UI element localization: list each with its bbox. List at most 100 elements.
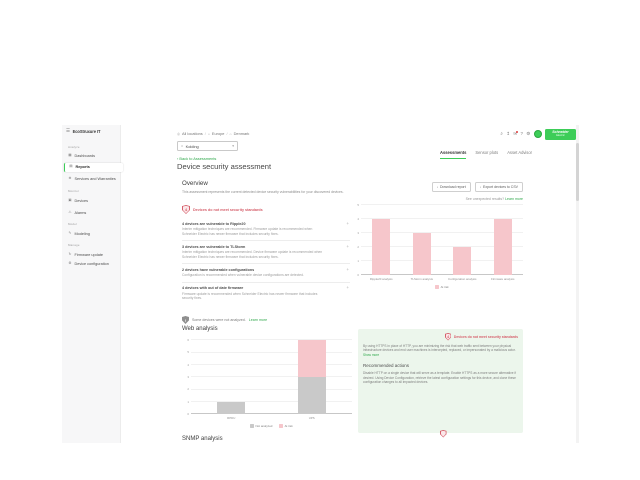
breadcrumb-separator: /	[204, 131, 206, 136]
sidebar: ☰ EcoStruxure IT Analyze ▦ Dashboards ▤ …	[62, 125, 123, 443]
bar-ups	[297, 340, 326, 414]
bar-ripple20-analysis	[372, 205, 391, 275]
sidebar-item-services-and-warranties[interactable]: ⊕ Services and Warranties	[68, 175, 116, 184]
notifications-bell-icon[interactable]: ✉	[513, 130, 519, 136]
bar-segment	[453, 247, 472, 275]
y-tick-label: 5	[357, 203, 359, 207]
tab-sensor-plots[interactable]: Sensor plots	[475, 150, 499, 155]
locations-scope-icon: ◎	[177, 131, 180, 136]
expand-icon[interactable]: +	[346, 266, 349, 272]
hamburger-menu-icon[interactable]: ☰	[66, 128, 71, 134]
back-link-label: Back to Assessments	[179, 156, 217, 161]
overview-heading: Overview	[182, 180, 208, 187]
breadcrumb-denmark[interactable]: Denmark	[233, 131, 250, 136]
gridline	[191, 376, 352, 377]
share-icon[interactable]: ↥	[506, 130, 510, 136]
category-label: RPDU	[227, 416, 236, 420]
download-icon: ↓	[436, 185, 439, 189]
finding-title: 4 devices are vulnerable to Ripple20	[182, 221, 246, 226]
category-label: Firmware analysis	[491, 277, 515, 281]
settings-gear-icon[interactable]: ⚙	[526, 130, 531, 136]
help-icon[interactable]: ?	[520, 130, 523, 136]
chart-plot-area: 0 1 2 3 4 5	[357, 203, 524, 277]
bar-slots	[191, 340, 352, 414]
finding-tlstorm: 3 devices are vulnerable to TLStorm Inte…	[182, 240, 350, 263]
vertical-scrollbar[interactable]	[576, 125, 580, 443]
y-tick-label: 4	[357, 217, 359, 221]
reports-icon: ▤	[69, 164, 73, 169]
sidebar-item-modeling[interactable]: ✎ Modeling	[68, 229, 116, 238]
bar-tlstorm-analysis	[412, 205, 431, 275]
legend-item: Not analyzed	[250, 424, 272, 428]
scrollbar-thumb[interactable]	[576, 143, 579, 201]
finding-title: 3 devices are vulnerable to TLStorm	[182, 244, 246, 249]
gridline	[191, 364, 352, 365]
category-label: Ripple20 analysis	[369, 277, 393, 281]
tab-bar: Assessments Sensor plots Asset Advisor	[440, 150, 532, 159]
finding-description: Interim mitigation techniques are recomm…	[182, 250, 323, 259]
bell-glyph: ✉	[513, 130, 518, 136]
y-tick-label: 3	[187, 375, 189, 379]
learn-more-link[interactable]: Learn more	[505, 197, 523, 201]
user-avatar[interactable]	[533, 130, 542, 139]
tab-assessments[interactable]: Assessments	[440, 150, 467, 159]
gridline	[361, 274, 523, 275]
expand-icon[interactable]: +	[346, 285, 349, 291]
export-devices-csv-button[interactable]: ↓ Export devices to CSV	[474, 182, 523, 192]
breadcrumb-separator: /	[226, 131, 228, 136]
sidebar-group-model: Model	[68, 222, 77, 226]
web-analysis-heading: Web analysis	[182, 326, 218, 332]
page-title: Device security assessment	[177, 162, 272, 171]
dashboards-icon: ▦	[68, 152, 72, 157]
sidebar-item-label: Device configuration	[74, 261, 109, 266]
y-tick-label: 2	[187, 387, 189, 392]
snmp-analysis-heading: SNMP analysis	[182, 436, 223, 442]
security-status-badge: 4 Devices do not meet security standards	[182, 205, 263, 214]
legend-label: At risk	[284, 424, 293, 428]
expand-icon[interactable]: +	[346, 220, 349, 226]
web-analysis-body: By using HTTPS in place of HTTP, you are…	[363, 344, 518, 358]
chart-legend: Not analyzed At risk	[191, 424, 352, 428]
bar-rpdu	[217, 340, 246, 414]
sidebar-item-dashboards[interactable]: ▦ Dashboards	[68, 151, 116, 160]
modeling-icon: ✎	[68, 230, 72, 235]
alarms-icon: ⚠	[68, 209, 72, 214]
back-to-assessments-link[interactable]: ‹ Back to Assessments	[177, 156, 216, 161]
bar-segment	[217, 401, 246, 414]
gridline	[361, 260, 523, 261]
sidebar-item-firmware-update[interactable]: ↻ Firmware update	[68, 250, 116, 259]
logo-text-line2: Electric	[556, 133, 565, 137]
services-icon: ⊕	[68, 176, 72, 181]
devices-icon: ▣	[68, 197, 72, 202]
download-report-button[interactable]: ↓ Download report	[431, 182, 471, 192]
location-filter-dropdown[interactable]: ⌂ Kolding ▾	[177, 141, 238, 151]
gridline	[191, 339, 352, 340]
bar-slot	[483, 205, 524, 275]
tab-asset-advisor[interactable]: Asset Advisor	[507, 150, 532, 155]
risk-shield-icon: 4	[444, 333, 452, 341]
sidebar-item-device-configuration[interactable]: ⚙ Device configuration	[68, 259, 116, 268]
web-analysis-recommendation-panel: 4 Devices do not meet security standards…	[358, 329, 523, 433]
breadcrumb-europe[interactable]: Europe	[211, 131, 225, 136]
chart-legend: At risk	[361, 285, 523, 289]
search-icon[interactable]: ⌕	[500, 130, 503, 136]
location-icon: ⌂	[207, 131, 210, 136]
sidebar-item-label: Services and Warranties	[74, 177, 116, 181]
legend-label: Not analyzed	[255, 424, 273, 428]
expand-icon[interactable]: +	[346, 243, 349, 249]
risk-status-text: Devices do not meet security standards	[453, 334, 518, 339]
show-more-link[interactable]: Show more	[363, 353, 380, 358]
learn-more-link[interactable]: Learn more	[248, 318, 268, 322]
sidebar-item-reports[interactable]: ▤ Reports	[64, 162, 123, 172]
sidebar-item-alarms[interactable]: ⚠ Alarms	[68, 208, 116, 217]
y-tick-label: 4	[187, 362, 189, 367]
breadcrumb-all-locations[interactable]: All locations	[181, 131, 203, 136]
bar-segment	[412, 233, 431, 275]
building-icon: ⌂	[181, 144, 184, 148]
app-logo: EcoStruxure IT	[72, 129, 101, 134]
location-icon: ⌂	[229, 131, 232, 136]
sidebar-item-devices[interactable]: ▣ Devices	[68, 196, 116, 205]
chart-plot-area: 0 1 2 3 4 5 6	[187, 338, 352, 416]
schneider-electric-logo[interactable]: Schneider Electric	[545, 128, 576, 140]
gridline	[191, 351, 352, 353]
